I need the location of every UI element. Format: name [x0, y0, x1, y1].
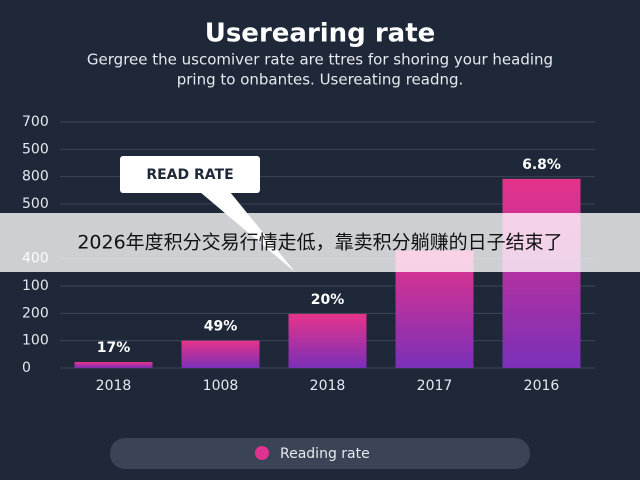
bar — [288, 313, 367, 368]
y-tick-label: 0 — [22, 360, 31, 376]
data-label: 20% — [311, 292, 345, 308]
subtitle: Gergree the uscomiver rate are ttres for… — [87, 51, 553, 69]
x-tick-label: 2018 — [310, 378, 346, 394]
banner — [0, 213, 640, 272]
y-tick-label: 100 — [22, 278, 49, 294]
data-label: 6.8% — [522, 157, 561, 173]
bar — [181, 340, 260, 368]
y-tick-label: 100 — [22, 333, 49, 349]
callout-box — [120, 156, 260, 193]
y-tick-label: 500 — [22, 141, 49, 157]
x-tick-label: 2016 — [524, 378, 560, 394]
data-label: 17% — [97, 340, 131, 356]
subtitle: pring to onbantes. Usereating readng. — [177, 71, 464, 89]
x-tick-label: 2018 — [96, 378, 132, 394]
y-tick-label: 200 — [22, 305, 49, 321]
chart-title: Userearing rate — [205, 19, 436, 49]
banner-text: 2026年度积分交易行情走低，靠卖积分躺赚的日子结束了 — [77, 232, 562, 254]
callout-text: READ RATE — [146, 167, 233, 183]
y-tick-label: 500 — [22, 196, 49, 212]
legend-label: Reading rate — [280, 446, 370, 462]
data-label: 49% — [204, 319, 238, 335]
legend — [110, 438, 530, 469]
x-tick-label: 1008 — [203, 378, 239, 394]
y-tick-label: 800 — [22, 169, 49, 185]
x-tick-label: 2017 — [417, 378, 453, 394]
bar — [74, 361, 153, 368]
y-tick-label: 700 — [22, 114, 49, 130]
legend-swatch — [255, 446, 269, 460]
bar — [502, 178, 581, 368]
